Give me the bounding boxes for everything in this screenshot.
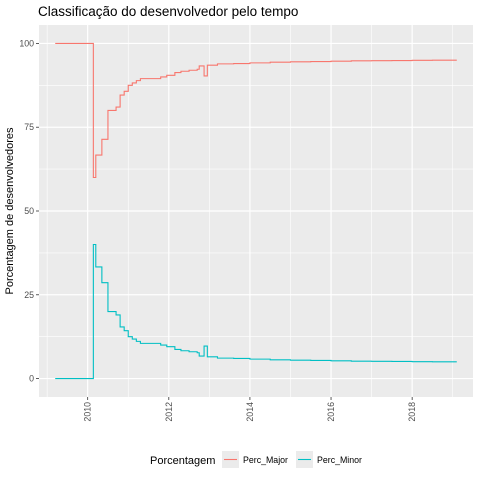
y-tick-label: 50 (24, 206, 34, 216)
legend-label: Perc_Major (243, 455, 288, 465)
legend-title: Porcentagem (150, 455, 215, 467)
x-tick-label: 2010 (83, 402, 93, 422)
x-tick-label: 2014 (245, 402, 255, 422)
chart-title: Classificação do desenvolvedor pelo temp… (38, 4, 298, 19)
x-axis: 2010 2012 2014 2016 2018 (83, 397, 417, 422)
legend-label: Perc_Minor (317, 455, 362, 465)
y-axis: 0 25 50 75 100 (19, 38, 39, 384)
x-tick-label: 2012 (164, 402, 174, 422)
y-tick-label: 75 (24, 122, 34, 132)
y-tick-label: 25 (24, 290, 34, 300)
major-gridlines (39, 25, 473, 397)
series-line-perc-major (55, 42, 457, 179)
y-tick-label: 0 (29, 374, 34, 384)
series-line-perc-minor (55, 243, 457, 380)
y-tick-label: 100 (19, 38, 34, 48)
x-tick-label: 2016 (326, 402, 336, 422)
x-tick-label: 2018 (407, 402, 417, 422)
y-axis-title: Porcentagem de desenvolvedores (4, 127, 16, 294)
legend: Porcentagem Perc_Major Perc_Minor (150, 451, 362, 468)
series-layer (55, 42, 457, 380)
